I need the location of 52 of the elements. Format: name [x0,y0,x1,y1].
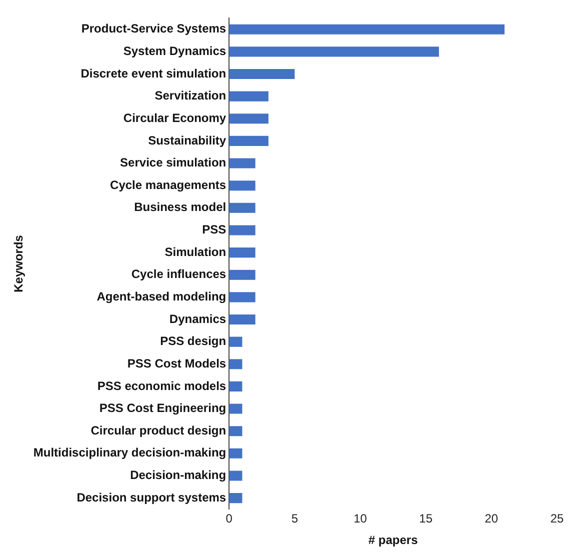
y-tick-label: Decision-making [130,468,226,482]
y-tick-label: PSS Cost Engineering [99,401,226,416]
bar [229,202,256,213]
y-tick-label: PSS design [160,334,226,348]
bar [229,270,256,280]
bar [229,336,242,347]
y-tick-label: Business model [134,200,226,214]
y-tick-label: Dynamics [169,312,226,326]
y-tick-label: Simulation [164,244,226,259]
y-axis-title: Keywords [12,234,26,292]
y-tick-label: Discrete event simulation [80,66,226,80]
bar [229,314,256,325]
bar [229,136,268,146]
y-tick-label: PSS Cost Models [127,356,226,370]
bar [229,68,295,80]
y-tick-label: PSS [202,222,226,237]
bar [229,158,256,168]
y-tick-label: Servitization [154,88,226,103]
bar [229,225,256,236]
x-axis-title: # papers [368,533,418,548]
y-tick-label: Product-Service Systems [81,22,226,36]
x-tick-label: 15 [419,512,433,526]
bar [229,91,268,102]
bar [229,114,268,124]
y-tick-label: Circular product design [90,423,226,438]
y-tick-label: Cycle managements [110,178,226,192]
bar [229,292,256,302]
bar [229,426,242,436]
x-tick-label: 5 [291,512,298,526]
bar [229,359,242,370]
y-tick-label: System Dynamics [123,44,226,58]
bar [229,404,242,414]
bar [229,381,242,392]
bar [229,470,242,481]
y-tick-label: Sustainability [148,133,226,148]
x-tick-label: 10 [354,512,368,526]
y-tick-label: Multidisciplinary decision-making [33,446,226,460]
bar [229,24,505,34]
y-tick-label: Agent-based modeling [96,289,226,304]
y-tick-label: PSS economic models [97,378,226,393]
bar [229,248,256,258]
y-tick-label: Cycle influences [131,267,226,282]
y-tick-label: Service simulation [120,156,226,170]
x-tick-label: 25 [550,512,564,526]
bar [229,448,242,458]
x-tick-label: 0 [226,512,233,526]
bar [229,180,256,191]
x-tick-label: 20 [484,512,498,526]
y-tick-label: Decision support systems [76,490,226,504]
y-tick-label: Circular Economy [123,110,226,125]
bar [229,46,439,57]
bar [229,493,242,504]
